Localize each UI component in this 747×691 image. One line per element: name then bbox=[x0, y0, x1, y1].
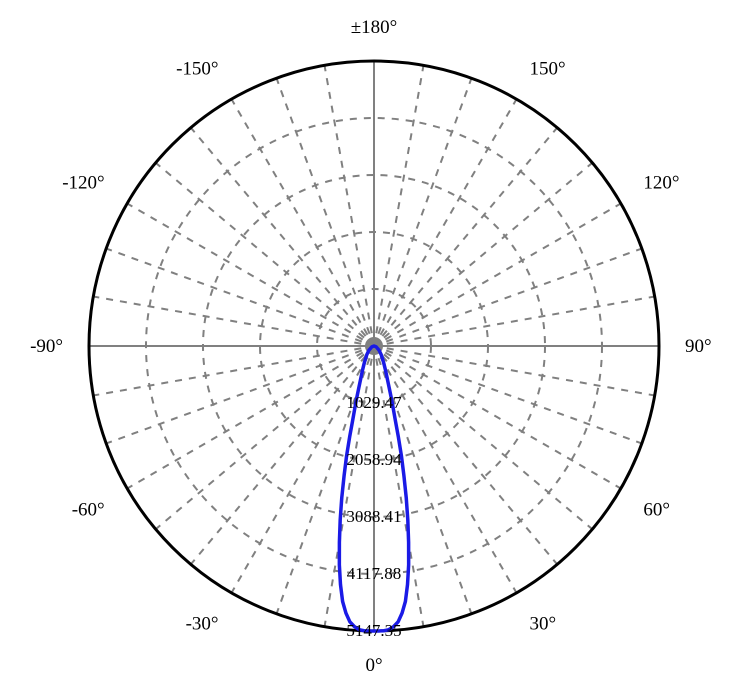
angle-label: 90° bbox=[685, 336, 712, 357]
angle-label: -150° bbox=[176, 59, 218, 80]
angle-label: ±180° bbox=[351, 17, 398, 38]
radial-tick-label: 1029.47 bbox=[346, 393, 402, 412]
radial-tick-label: 4117.88 bbox=[347, 564, 402, 583]
radial-tick-label: 5147.35 bbox=[346, 621, 401, 640]
angle-label: 150° bbox=[530, 59, 566, 80]
angle-label: 0° bbox=[365, 655, 382, 676]
radial-tick-label: 2058.94 bbox=[346, 450, 402, 469]
angle-label: -30° bbox=[186, 613, 219, 634]
angle-label: -120° bbox=[62, 173, 104, 194]
polar-chart: 1029.47 2058.94 3088.41 4117.88 5147.35 ±180°… bbox=[0, 0, 747, 691]
angle-label: -60° bbox=[72, 500, 105, 521]
angle-label: -90° bbox=[30, 336, 63, 357]
angle-label: 120° bbox=[643, 173, 679, 194]
angle-label: 30° bbox=[530, 613, 557, 634]
angle-label: 60° bbox=[643, 500, 670, 521]
radial-tick-label: 3088.41 bbox=[346, 507, 401, 526]
